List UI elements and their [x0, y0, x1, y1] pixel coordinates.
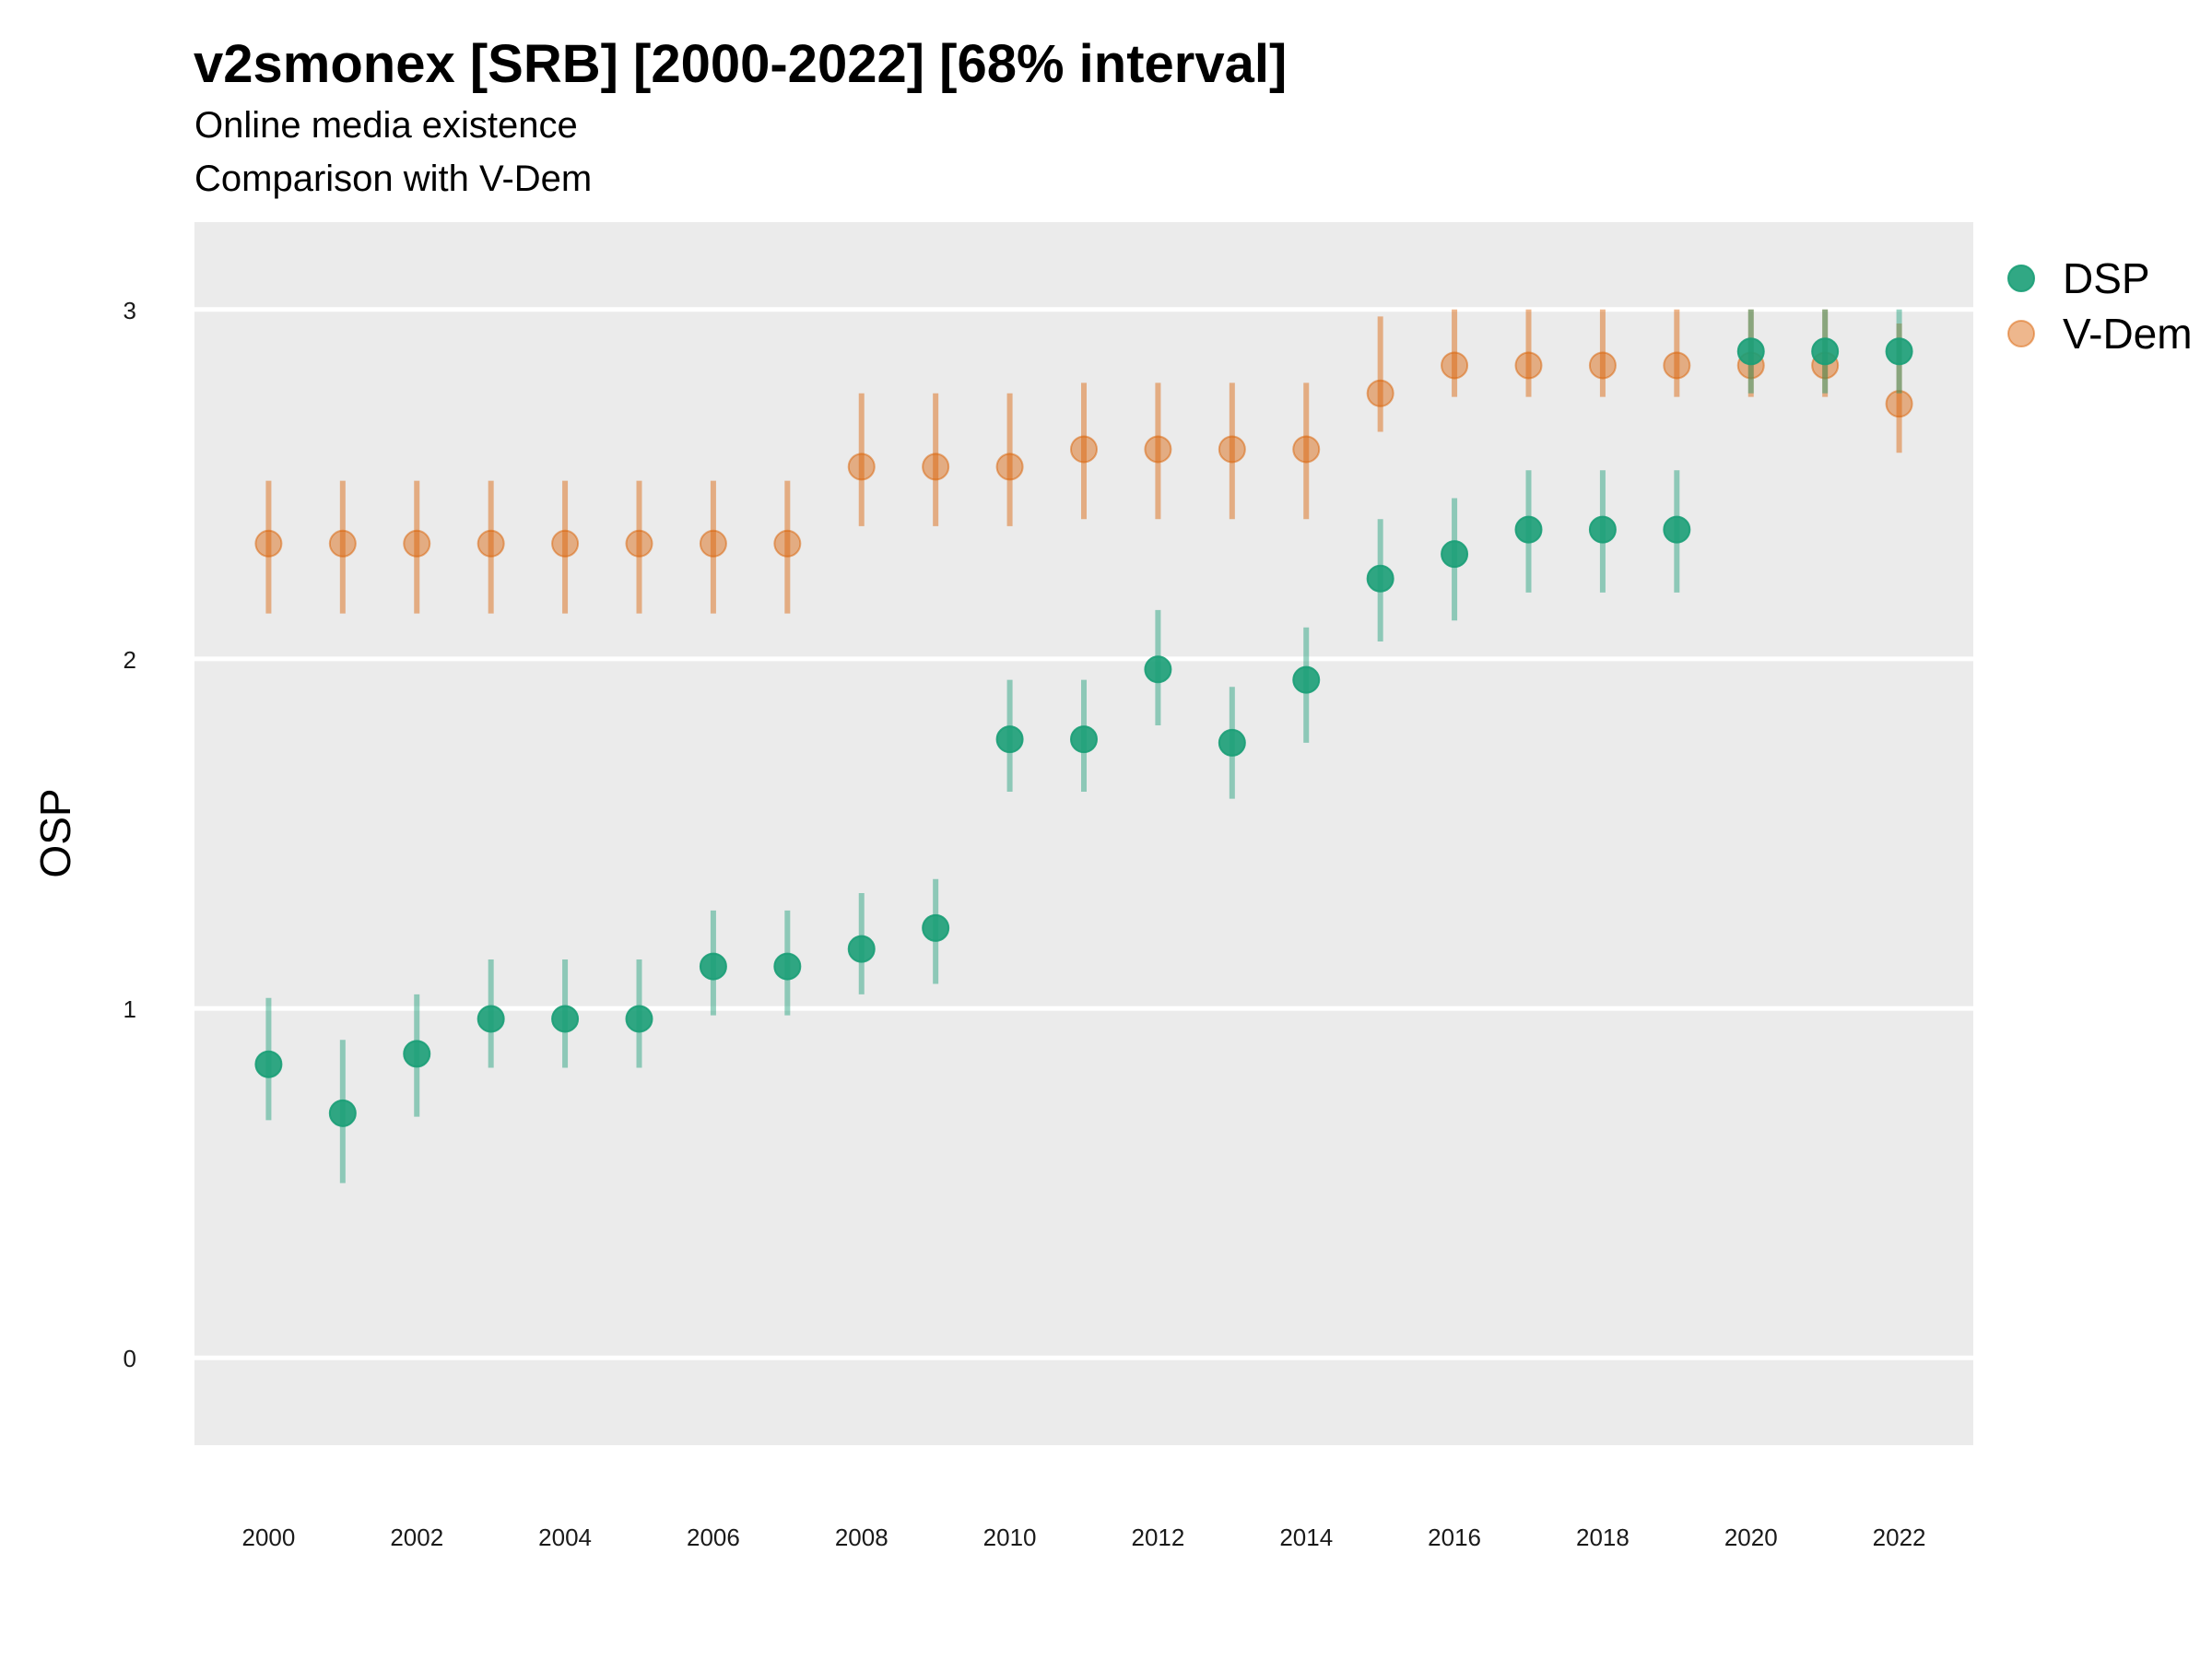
v-dem-point-2008 [847, 453, 876, 481]
v-dem-point-2002 [403, 529, 431, 558]
y-tick-label-0: 0 [124, 1345, 136, 1372]
y-tick-label-3: 3 [124, 297, 136, 324]
dsp-point-2021 [1811, 337, 1840, 366]
dsp-point-2006 [699, 952, 727, 981]
x-tick-label-2006: 2006 [687, 1524, 740, 1551]
y-tick-label-1: 1 [124, 995, 136, 1023]
x-tick-label-2004: 2004 [538, 1524, 592, 1551]
v-dem-point-2019 [1663, 351, 1691, 380]
dsp-point-2008 [847, 935, 876, 963]
dsp-point-2022 [1885, 337, 1913, 366]
dsp-point-2018 [1588, 515, 1617, 544]
v-dem-point-2001 [328, 529, 357, 558]
dsp-point-2000 [254, 1050, 283, 1078]
dsp-point-2002 [403, 1040, 431, 1068]
dsp-point-2011 [1070, 725, 1098, 754]
dsp-point-2012 [1144, 655, 1172, 684]
series-layer [254, 309, 1913, 1183]
dsp-point-2010 [995, 725, 1024, 754]
v-dem-point-2016 [1441, 351, 1469, 380]
legend: DSP V-Dem [2007, 254, 2193, 358]
v-dem-point-2013 [1218, 435, 1246, 464]
v-dem-point-2015 [1366, 379, 1394, 407]
dsp-point-2009 [922, 913, 950, 942]
dsp-point-2005 [625, 1005, 653, 1033]
dsp-point-2019 [1663, 515, 1691, 544]
x-tick-label-2022: 2022 [1873, 1524, 1926, 1551]
v-dem-point-2014 [1292, 435, 1321, 464]
v-dem-point-2012 [1144, 435, 1172, 464]
v-dem-point-2004 [551, 529, 580, 558]
legend-key-v-dem [2007, 320, 2035, 347]
y-axis-label: OSP [31, 788, 79, 877]
series-dsp [254, 309, 1913, 1183]
dsp-point-2007 [773, 952, 802, 981]
dsp-point-2020 [1736, 337, 1765, 366]
legend-key-dsp [2007, 265, 2035, 292]
dsp-point-2001 [328, 1099, 357, 1127]
x-tick-label-2010: 2010 [983, 1524, 1037, 1551]
v-dem-point-2011 [1070, 435, 1098, 464]
v-dem-point-2022 [1885, 390, 1913, 418]
v-dem-point-2010 [995, 453, 1024, 481]
v-dem-point-2018 [1588, 351, 1617, 380]
dsp-point-2003 [477, 1005, 505, 1033]
x-tick-label-2000: 2000 [241, 1524, 295, 1551]
legend-label-v-dem: V-Dem [2063, 310, 2193, 358]
chart-subtitle: Online media existence [194, 105, 578, 146]
dsp-point-2016 [1441, 540, 1469, 569]
dsp-point-2017 [1514, 515, 1543, 544]
dsp-point-2014 [1292, 665, 1321, 694]
v-dem-point-2007 [773, 529, 802, 558]
v-dem-point-2009 [922, 453, 950, 481]
x-tick-label-2012: 2012 [1131, 1524, 1184, 1551]
chart-subtitle-comparison: Comparison with V-Dem [194, 159, 593, 199]
legend-label-dsp: DSP [2063, 254, 2150, 302]
v-dem-point-2006 [699, 529, 727, 558]
v-dem-point-2000 [254, 529, 283, 558]
x-tick-labels: 2000 2002 2004 2006 2008 2010 2012 2014 2016 2018… [241, 1524, 1925, 1551]
dsp-point-2013 [1218, 728, 1246, 757]
v-dem-point-2017 [1514, 351, 1543, 380]
dsp-point-2004 [551, 1005, 580, 1033]
dsp-point-2015 [1366, 564, 1394, 593]
x-tick-label-2014: 2014 [1279, 1524, 1333, 1551]
x-tick-label-2018: 2018 [1576, 1524, 1630, 1551]
x-tick-label-2016: 2016 [1428, 1524, 1481, 1551]
chart-title: v2smonex [SRB] [2000-2022] [68% interval… [194, 34, 1288, 94]
v-dem-point-2003 [477, 529, 505, 558]
v-dem-point-2005 [625, 529, 653, 558]
y-tick-label-2: 2 [124, 646, 136, 674]
x-tick-label-2020: 2020 [1724, 1524, 1778, 1551]
x-tick-label-2008: 2008 [835, 1524, 888, 1551]
plot-panel [194, 222, 1973, 1445]
x-tick-label-2002: 2002 [390, 1524, 443, 1551]
y-tick-labels: 0 1 2 3 [124, 297, 136, 1372]
